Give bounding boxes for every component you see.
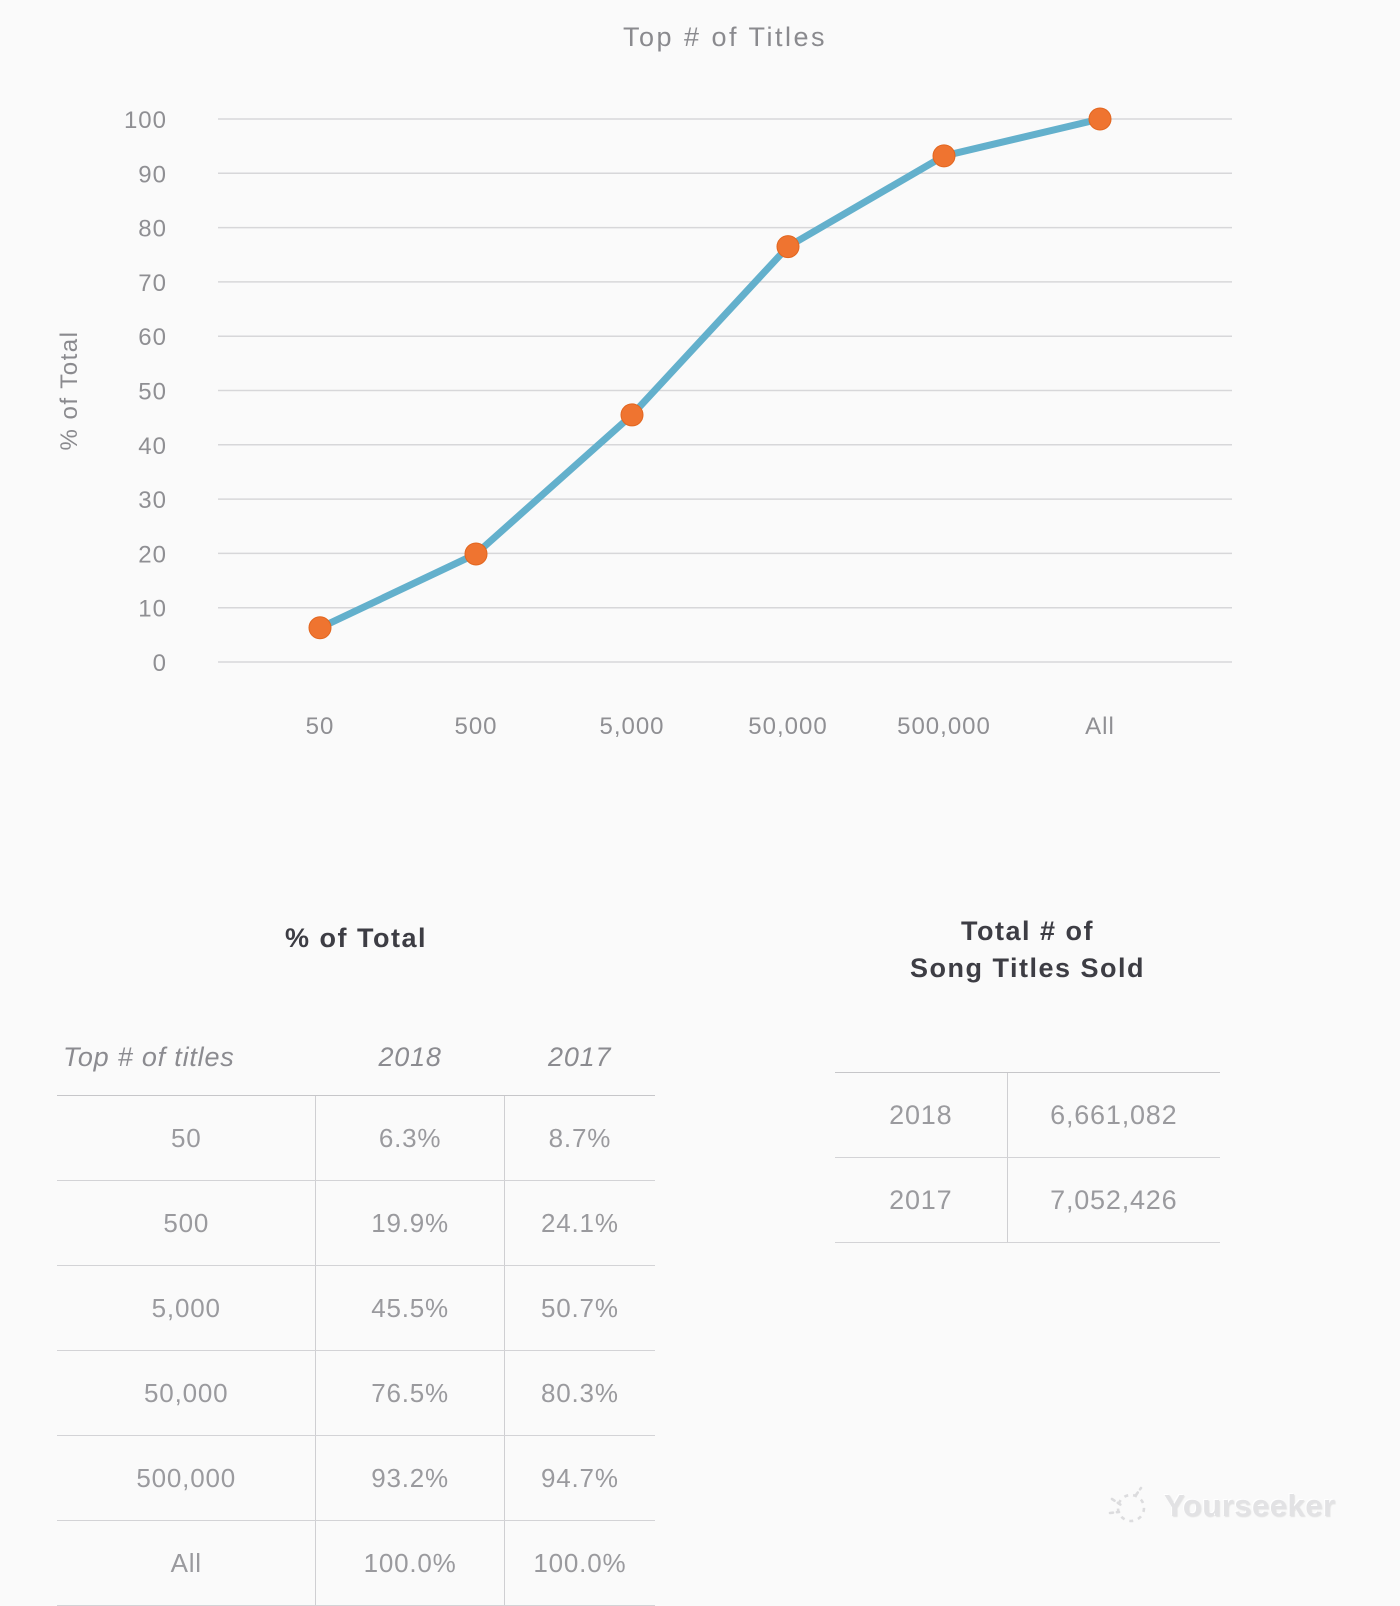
- header-2018: 2018: [315, 963, 505, 1096]
- percent-of-total-table: Top # of titles 2018 2017 50 6.3% 8.7% 5…: [57, 963, 655, 1606]
- titles-sold-table: 2018 6,661,082 2017 7,052,426: [835, 1072, 1220, 1243]
- data-point: [308, 616, 332, 640]
- value-2017: 8.7%: [503, 1095, 655, 1181]
- row-label: 5,000: [57, 1265, 316, 1351]
- data-point: [464, 542, 488, 566]
- x-tick-label: 5,000: [599, 713, 664, 740]
- row-label: All: [57, 1520, 316, 1606]
- x-tick-label: All: [1085, 713, 1115, 740]
- series-line-2018: [316, 115, 1104, 632]
- y-tick-label: 30: [138, 487, 167, 514]
- data-point: [1088, 107, 1112, 131]
- table-row: 50 6.3% 8.7%: [57, 1095, 655, 1181]
- table-row: 50,000 76.5% 80.3%: [57, 1350, 655, 1436]
- percent-of-total-table-section: % of Total Top # of titles 2018 2017 50 …: [57, 913, 655, 1606]
- year-label: 2018: [835, 1072, 1008, 1158]
- x-tick-label: 50,000: [748, 713, 827, 740]
- chart-title: Top # of Titles: [623, 22, 827, 52]
- value-2017: 80.3%: [503, 1350, 655, 1436]
- value-2017: 50.7%: [503, 1265, 655, 1351]
- x-tick-label: 500: [454, 713, 497, 740]
- percent-table-title: % of Total: [285, 923, 427, 953]
- table-row: 2017 7,052,426: [835, 1157, 1220, 1243]
- data-point: [620, 403, 644, 427]
- y-tick-label: 100: [124, 107, 167, 134]
- header-2017: 2017: [504, 963, 655, 1096]
- y-tick-label: 80: [138, 216, 167, 243]
- table-row: All 100.0% 100.0%: [57, 1520, 655, 1606]
- y-tick-label: 40: [138, 433, 167, 460]
- y-tick-label: 60: [138, 324, 167, 351]
- y-tick-label: 10: [138, 596, 167, 623]
- titles-sold-title-line1: Total # of: [961, 916, 1094, 946]
- value-2017: 100.0%: [503, 1520, 655, 1606]
- value-2018: 45.5%: [315, 1265, 505, 1351]
- line-chart: 0 10 20 30 40 50 60 70 80 90 100 50 500 5,000 50,000 50…: [56, 22, 1232, 740]
- y-tick-label: 20: [138, 541, 167, 568]
- table-row: 5,000 45.5% 50.7%: [57, 1265, 655, 1351]
- titles-sold-table-section: Total # of Song Titles Sold 2018 6,661,0…: [835, 913, 1220, 1243]
- watermark: Yourseeker: [1106, 1482, 1336, 1530]
- table-row: 2018 6,661,082: [835, 1072, 1220, 1158]
- value-2018: 76.5%: [315, 1350, 505, 1436]
- table-header-row: Top # of titles 2018 2017: [57, 963, 655, 1096]
- titles-sold-title-line2: Song Titles Sold: [909, 953, 1146, 983]
- x-tick-label: 50: [306, 713, 335, 740]
- titles-sold-title: Total # of Song Titles Sold: [835, 913, 1220, 987]
- data-point: [776, 235, 800, 259]
- table-row: 500 19.9% 24.1%: [57, 1180, 655, 1266]
- row-label: 50: [57, 1095, 316, 1181]
- value-2018: 100.0%: [315, 1520, 505, 1606]
- titles-sold-value: 7,052,426: [1006, 1157, 1220, 1243]
- table-row: 500,000 93.2% 94.7%: [57, 1435, 655, 1521]
- header-top-n-titles: Top # of titles: [57, 963, 316, 1096]
- y-tick-label: 90: [138, 161, 167, 188]
- data-point: [932, 144, 956, 168]
- value-2018: 6.3%: [315, 1095, 505, 1181]
- year-label: 2017: [835, 1157, 1008, 1243]
- row-label: 50,000: [57, 1350, 316, 1436]
- titles-sold-value: 6,661,082: [1006, 1072, 1220, 1158]
- row-label: 500,000: [57, 1435, 316, 1521]
- y-axis-label: % of Total: [56, 331, 83, 451]
- x-tick-label: 500,000: [897, 713, 991, 740]
- y-tick-label: 0: [153, 650, 167, 677]
- y-tick-label: 50: [138, 379, 167, 406]
- value-2018: 93.2%: [315, 1435, 505, 1521]
- yourseeker-logo-icon: [1108, 1486, 1146, 1523]
- y-tick-label: 70: [138, 270, 167, 297]
- value-2018: 19.9%: [315, 1180, 505, 1266]
- row-label: 500: [57, 1180, 316, 1266]
- watermark-text: Yourseeker: [1164, 1488, 1336, 1523]
- value-2017: 94.7%: [503, 1435, 655, 1521]
- value-2017: 24.1%: [503, 1180, 655, 1266]
